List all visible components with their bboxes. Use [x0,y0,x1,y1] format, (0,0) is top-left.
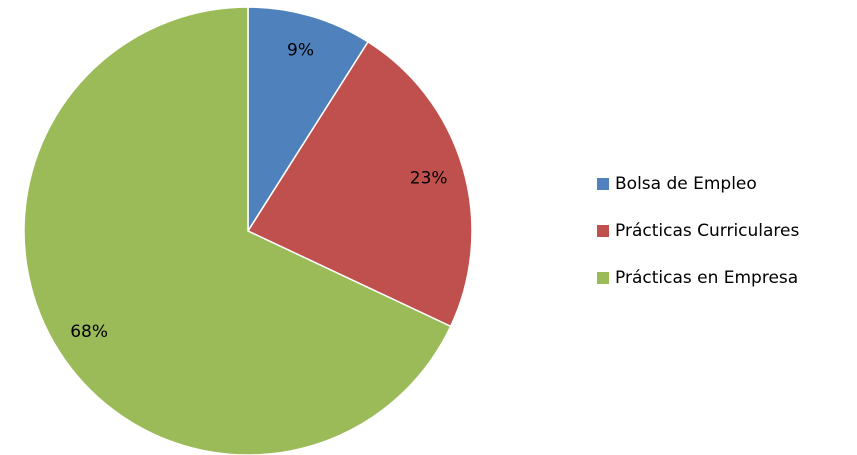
legend-label: Prácticas Curriculares [615,221,800,241]
legend-label: Prácticas en Empresa [615,268,798,288]
data-label: 9% [287,40,314,60]
pie-slice [247,6,370,234]
pie-slice [246,40,473,328]
legend-swatch [597,178,609,190]
legend-label: Bolsa de Empleo [615,174,757,194]
data-label: 68% [70,322,108,342]
pie-slice [23,6,452,455]
data-label: 23% [410,169,448,189]
legend-swatch [597,272,609,284]
legend-swatch [597,225,609,237]
